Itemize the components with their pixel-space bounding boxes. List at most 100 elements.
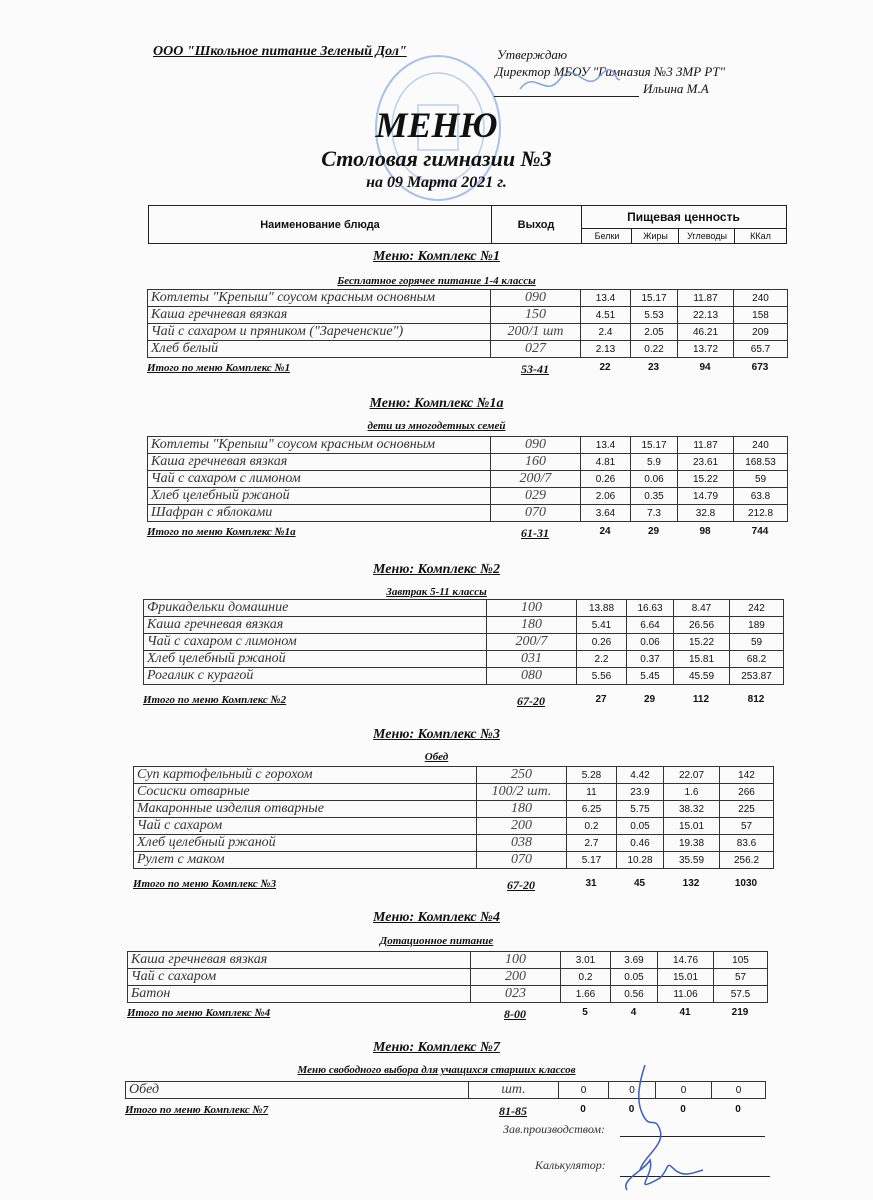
fat-cell: 5.9	[630, 453, 678, 471]
dish-name-cell: Фрикадельки домашние	[143, 599, 487, 617]
section-subtitle: Меню свободного выбора для учащихся стар…	[297, 1064, 576, 1076]
dish-name-cell: Макаронные изделия отварные	[133, 800, 477, 818]
fat-cell: 0.35	[630, 487, 678, 505]
section-subtitle: Обед	[424, 751, 449, 763]
table-row: Чай с сахаром 200 0.2 0.05 15.01 57	[133, 817, 774, 835]
protein-cell: 5.17	[566, 851, 617, 869]
yield-cell: 150	[490, 306, 581, 324]
fat-cell: 7.3	[630, 504, 678, 522]
fat-cell: 3.69	[610, 951, 658, 969]
kcal-cell: 240	[733, 289, 788, 307]
protein-cell: 5.56	[576, 667, 627, 685]
table-row: Котлеты "Крепыш" соусом красным основным…	[147, 289, 788, 307]
section-total-row: Итого по меню Комплекс №2 67-20 27 29 112 812	[143, 694, 783, 710]
total-label: Итого по меню Комплекс №7	[125, 1104, 269, 1116]
fat-cell: 5.45	[626, 667, 674, 685]
col-kcal: ККал	[734, 228, 786, 243]
protein-cell: 2.13	[580, 340, 631, 358]
carbs-cell: 23.61	[677, 453, 734, 471]
dish-name-cell: Хлеб целебный ржаной	[133, 834, 477, 852]
col-fat: Жиры	[631, 228, 679, 243]
carbs-cell: 15.01	[663, 817, 720, 835]
menu-date: на 09 Марта 2021 г.	[366, 174, 507, 191]
dish-name-cell: Суп картофельный с горохом	[133, 766, 477, 784]
yield-cell: 070	[476, 851, 567, 869]
dish-name-cell: Чай с сахаром с лимоном	[147, 470, 491, 488]
carbs-cell: 0	[655, 1081, 712, 1099]
table-row: Котлеты "Крепыш" соусом красным основным…	[147, 436, 788, 454]
dish-name-cell: Чай с сахаром	[133, 817, 477, 835]
kcal-cell: 242	[729, 599, 784, 617]
fat-cell: 0.06	[626, 633, 674, 651]
yield-cell: 200	[476, 817, 567, 835]
fat-cell: 0.05	[610, 968, 658, 986]
total-kcal: 673	[751, 362, 769, 373]
table-row: Каша гречневая вязкая 150 4.51 5.53 22.13 158	[147, 306, 788, 324]
table-row: Чай с сахаром с лимоном 200/7 0.26 0.06 15.2…	[147, 470, 788, 488]
section-title: Меню: Комплекс №1	[373, 249, 500, 264]
total-label: Итого по меню Комплекс №2	[143, 694, 287, 706]
total-carbs: 41	[679, 1007, 691, 1018]
carbs-cell: 35.59	[663, 851, 720, 869]
total-carbs: 132	[682, 878, 700, 889]
protein-cell: 2.7	[566, 834, 617, 852]
director-title: Директор МБОУ "Гимназия №3 ЗМР РТ"	[495, 64, 726, 79]
calculator-signature-line	[620, 1176, 770, 1177]
table-row: Суп картофельный с горохом 250 5.28 4.42 22.…	[133, 766, 774, 784]
fat-cell: 0.37	[626, 650, 674, 668]
fat-cell: 0.46	[616, 834, 664, 852]
section-total-row: Итого по меню Комплекс №3 67-20 31 45 132 103…	[133, 878, 773, 894]
kcal-cell: 209	[733, 323, 788, 341]
fat-cell: 5.75	[616, 800, 664, 818]
carbs-cell: 11.87	[677, 289, 734, 307]
yield-cell: 027	[490, 340, 581, 358]
dish-name-cell: Чай с сахаром	[127, 968, 471, 986]
section-total-row: Итого по меню Комплекс №4 8-00 5 4 41 219	[127, 1007, 767, 1023]
section-subtitle: Бесплатное горячее питание 1-4 классы	[337, 275, 536, 287]
section-title: Меню: Комплекс №3	[373, 727, 500, 742]
kcal-cell: 59	[733, 470, 788, 488]
protein-cell: 2.2	[576, 650, 627, 668]
director-name: Ильина М.А	[643, 81, 709, 96]
dish-name-cell: Каша гречневая вязкая	[127, 951, 471, 969]
kcal-cell: 57	[719, 817, 774, 835]
table-row: Каша гречневая вязкая 180 5.41 6.64 26.56 189	[143, 616, 784, 634]
dish-name-cell: Хлеб целебный ржаной	[143, 650, 487, 668]
table-row: Батон 023 1.66 0.56 11.06 57.5	[127, 985, 768, 1003]
total-yield: 67-20	[507, 878, 535, 892]
kcal-cell: 240	[733, 436, 788, 454]
section-title: Меню: Комплекс №7	[373, 1040, 500, 1055]
total-kcal: 744	[751, 526, 769, 537]
table-row: Хлеб белый 027 2.13 0.22 13.72 65.7	[147, 340, 788, 358]
table-row: Обед шт. 0 0 0 0	[125, 1081, 766, 1099]
total-protein: 5	[582, 1007, 588, 1018]
carbs-cell: 14.76	[657, 951, 714, 969]
protein-cell: 3.01	[560, 951, 611, 969]
section-subtitle: дети из многодетных семей	[367, 420, 506, 432]
production-signature-line	[620, 1136, 765, 1137]
section-title: Меню: Комплекс №1а	[369, 396, 504, 411]
table-row: Хлеб целебный ржаной 038 2.7 0.46 19.38 83.6	[133, 834, 774, 852]
yield-cell: 200/7	[486, 633, 577, 651]
protein-cell: 13.88	[576, 599, 627, 617]
yield-cell: 180	[486, 616, 577, 634]
carbs-cell: 19.38	[663, 834, 720, 852]
col-name: Наименование блюда	[149, 206, 492, 243]
kcal-cell: 256.2	[719, 851, 774, 869]
kcal-cell: 65.7	[733, 340, 788, 358]
protein-cell: 0.26	[580, 470, 631, 488]
total-fat: 0	[628, 1104, 635, 1115]
total-kcal: 0	[735, 1104, 741, 1115]
kcal-cell: 158	[733, 306, 788, 324]
dish-name-cell: Рулет с маком	[133, 851, 477, 869]
dish-name-cell: Рогалик с курагой	[143, 667, 487, 685]
kcal-cell: 189	[729, 616, 784, 634]
kcal-cell: 57.5	[713, 985, 768, 1003]
fat-cell: 0.22	[630, 340, 678, 358]
table-row: Чай с сахаром с лимоном 200/7 0.26 0.06 15.2…	[143, 633, 784, 651]
kcal-cell: 57	[713, 968, 768, 986]
total-carbs: 112	[692, 694, 710, 705]
carbs-cell: 11.06	[657, 985, 714, 1003]
fat-cell: 0.06	[630, 470, 678, 488]
calculator-label: Калькулятор:	[535, 1158, 606, 1172]
